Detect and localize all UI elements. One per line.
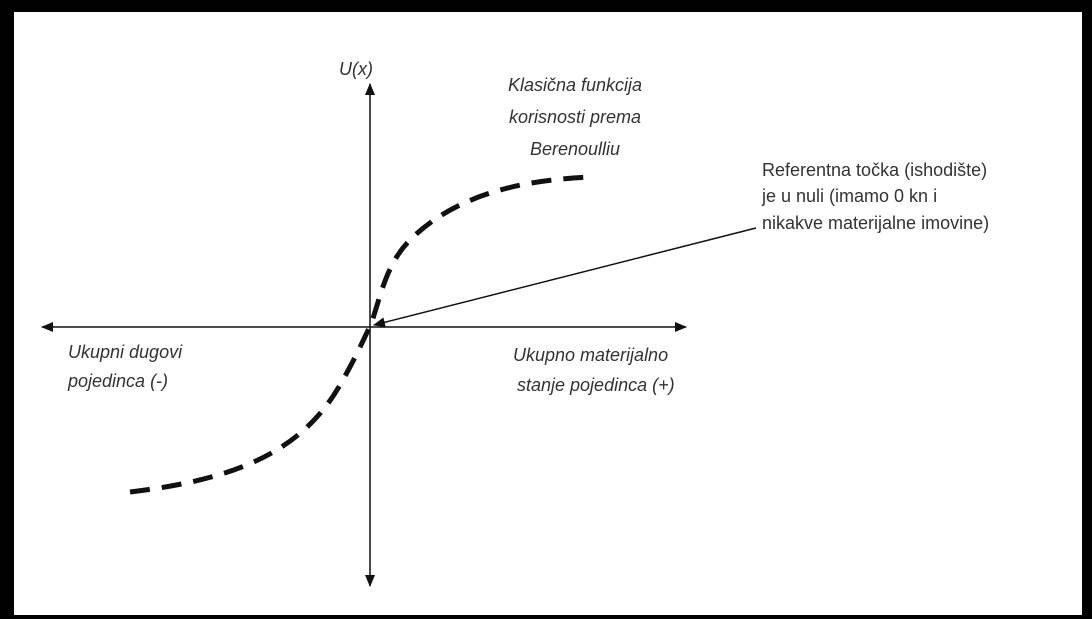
canvas (14, 12, 1082, 615)
utility-curve (129, 174, 593, 495)
y-axis-label: U(x) (339, 59, 373, 79)
reference-note: nikakve materijalne imovine) (762, 213, 989, 233)
positive-x-label: stanje pojedinca (+) (517, 375, 675, 395)
curve-label: Berenoulliu (530, 139, 620, 159)
curve-label: korisnosti prema (509, 107, 641, 127)
negative-x-label: Ukupni dugovi (68, 342, 183, 362)
reference-note: Referentna točka (ishodište) (762, 160, 987, 180)
curve-label: Klasična funkcija (508, 75, 642, 95)
positive-x-label: Ukupno materijalno (513, 345, 668, 365)
negative-x-label: pojedinca (-) (67, 371, 168, 391)
reference-note: je u nuli (imamo 0 kn i (761, 186, 937, 206)
reference-arrow (373, 227, 757, 328)
